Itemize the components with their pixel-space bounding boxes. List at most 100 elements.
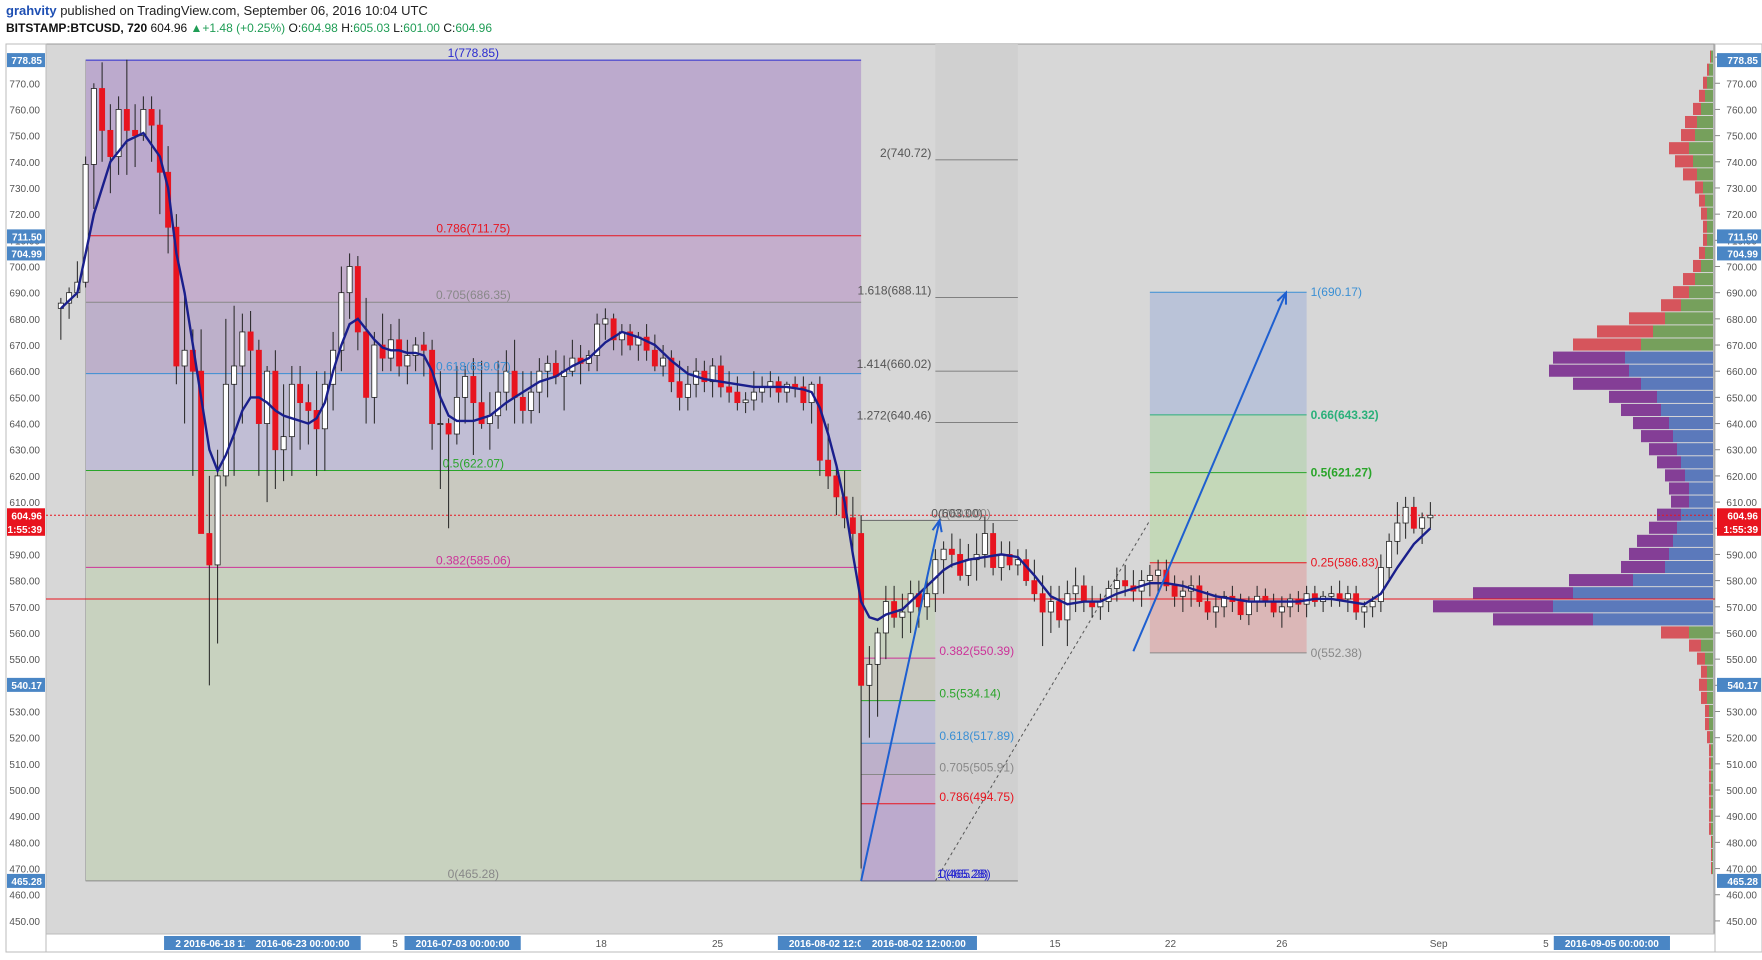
candle-body (717, 365, 724, 388)
price-axis-tick: 760.00 (1726, 105, 1757, 116)
high-label: H: (341, 21, 354, 35)
volume-bar-down (1711, 835, 1712, 848)
volume-bar-up (1711, 822, 1713, 835)
candle-body (602, 318, 609, 325)
candle-body (354, 266, 361, 333)
volume-bar-down (1661, 626, 1689, 639)
candle-body (833, 475, 840, 498)
projection-zone (1149, 472, 1307, 563)
candle-body (676, 381, 683, 398)
last-price: 604.96 (150, 21, 188, 35)
fib-level-label: 0.5(622.07) (443, 456, 504, 470)
candle-body (470, 376, 477, 404)
projection-zone (1149, 414, 1307, 473)
candle-body (90, 88, 97, 165)
candle-body (1014, 559, 1021, 566)
time-badge (1553, 936, 1670, 950)
candle-body (1155, 569, 1162, 576)
high-value: 605.03 (353, 21, 390, 35)
candle-body (750, 391, 757, 401)
volume-bar-down (1699, 194, 1705, 207)
price-axis-tick: 680.00 (1726, 315, 1757, 326)
time-badge-label: 2016-06-23 00:00:00 (256, 939, 350, 950)
volume-bar-up (1689, 482, 1713, 495)
candle-body (437, 423, 444, 425)
candle-body (1410, 506, 1417, 529)
volume-bar-up (1695, 129, 1713, 142)
candle-body (404, 355, 411, 367)
price-axis-tick: 570.00 (1726, 603, 1757, 614)
volume-bar-down (1629, 547, 1669, 560)
volume-bar-down (1709, 757, 1711, 770)
candle-body (1419, 517, 1426, 529)
fib-level-label: 0.786(711.75) (436, 222, 510, 236)
volume-bar-down (1709, 783, 1711, 796)
volume-bar-down (1711, 848, 1712, 862)
fib-zone (861, 803, 936, 881)
price-axis-tick: 520.00 (1726, 734, 1757, 745)
volume-bar-down (1649, 521, 1677, 534)
fib-zone (861, 658, 936, 701)
left-axis-tick: 760.00 (9, 105, 40, 116)
candle-body (940, 548, 947, 561)
candle-body (519, 396, 526, 411)
candle-body (1146, 574, 1153, 582)
extension-level-label: 1(465.28) (937, 867, 988, 881)
volume-bar-up (1711, 796, 1713, 809)
left-axis-tick: 580.00 (9, 577, 40, 588)
time-badge (244, 936, 361, 950)
left-axis-tick: 730.00 (9, 184, 40, 195)
volume-bar-up (1669, 547, 1713, 560)
volume-bar-down (1709, 809, 1711, 822)
left-axis-tick: 560.00 (9, 629, 40, 640)
ohlc-legend: BITSTAMP:BTCUSD, 720 604.96 ▲+1.48 (+0.2… (6, 21, 492, 35)
volume-bar-up (1677, 521, 1713, 534)
left-axis-tick: 770.00 (9, 79, 40, 90)
left-price-badge-label: 1:55:39 (8, 525, 43, 536)
time-axis-tick: 5 (392, 939, 398, 950)
extension-level-label: 1.272(640.46) (857, 408, 932, 422)
volume-bar-up (1705, 246, 1713, 259)
chart-drawings-front: 1(778.85) 0.786(711.75) 0.705(686.35) 0.618… (60, 46, 1432, 882)
candle-body (346, 266, 353, 294)
extension-level-label: 2(740.72) (880, 146, 931, 160)
close-label: C: (443, 21, 456, 35)
price-axis-tick: 730.00 (1726, 184, 1757, 195)
price-chart[interactable]: 1(778.85) 0.786(711.75) 0.705(686.35) 0.618… (0, 40, 1762, 960)
price-badge (1717, 53, 1761, 68)
time-axis-tick: 22 (1165, 939, 1177, 950)
candle-body (891, 601, 898, 618)
volume-bar-up (1701, 639, 1713, 652)
fib-zone (861, 774, 936, 804)
candle-body (594, 323, 601, 356)
candle-body (1031, 580, 1038, 595)
price-axis-tick: 620.00 (1726, 472, 1757, 483)
candle-body (866, 663, 873, 686)
volume-bar-up (1697, 115, 1713, 129)
candle-body (206, 533, 213, 566)
time-axis-tick: Sep (1430, 939, 1448, 950)
candle-body (222, 383, 229, 477)
candle-body (1221, 595, 1228, 608)
candle-body (1344, 593, 1351, 600)
left-axis-tick: 530.00 (9, 708, 40, 719)
publish-info: published on TradingView.com, September … (60, 3, 428, 18)
candle-body (899, 611, 906, 618)
volume-bar-up (1553, 600, 1713, 613)
volume-bar-up (1709, 704, 1713, 718)
price-axis-tick: 550.00 (1726, 655, 1757, 666)
volume-bar-down (1685, 115, 1697, 129)
volume-bar-up (1711, 757, 1713, 770)
candle-body (1427, 514, 1434, 519)
candle-body (701, 370, 708, 383)
author-link[interactable]: grahvity (6, 3, 57, 18)
fib-zone (85, 60, 862, 236)
price-badge-label: 604.96 (1727, 511, 1758, 522)
volume-bar-down (1683, 168, 1697, 181)
candle-body (478, 402, 485, 424)
price-axis-tick: 650.00 (1726, 393, 1757, 404)
candle-body (627, 331, 634, 346)
volume-bar-down (1675, 155, 1693, 168)
candle-body (800, 386, 807, 404)
publish-credit: grahvity published on TradingView.com, S… (6, 3, 428, 18)
